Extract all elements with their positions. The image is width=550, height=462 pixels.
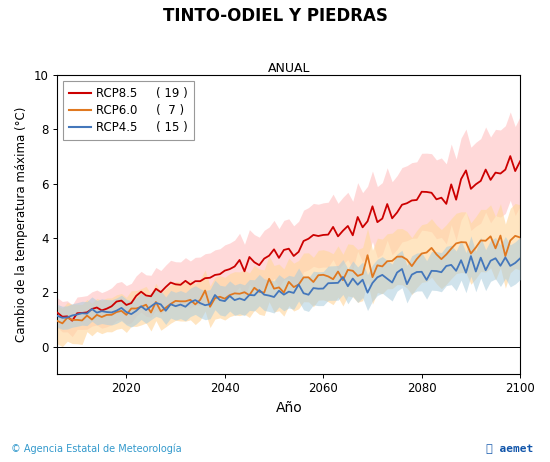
Text: ⓡ aemet: ⓡ aemet <box>486 444 534 454</box>
Legend: RCP8.5     ( 19 ), RCP6.0     (  7 ), RCP4.5     ( 15 ): RCP8.5 ( 19 ), RCP6.0 ( 7 ), RCP4.5 ( 15… <box>63 81 194 140</box>
Text: TINTO-ODIEL Y PIEDRAS: TINTO-ODIEL Y PIEDRAS <box>163 7 387 25</box>
Y-axis label: Cambio de la temperatura máxima (°C): Cambio de la temperatura máxima (°C) <box>15 107 28 342</box>
Text: © Agencia Estatal de Meteorología: © Agencia Estatal de Meteorología <box>11 443 182 454</box>
Title: ANUAL: ANUAL <box>267 62 310 75</box>
X-axis label: Año: Año <box>276 401 302 415</box>
